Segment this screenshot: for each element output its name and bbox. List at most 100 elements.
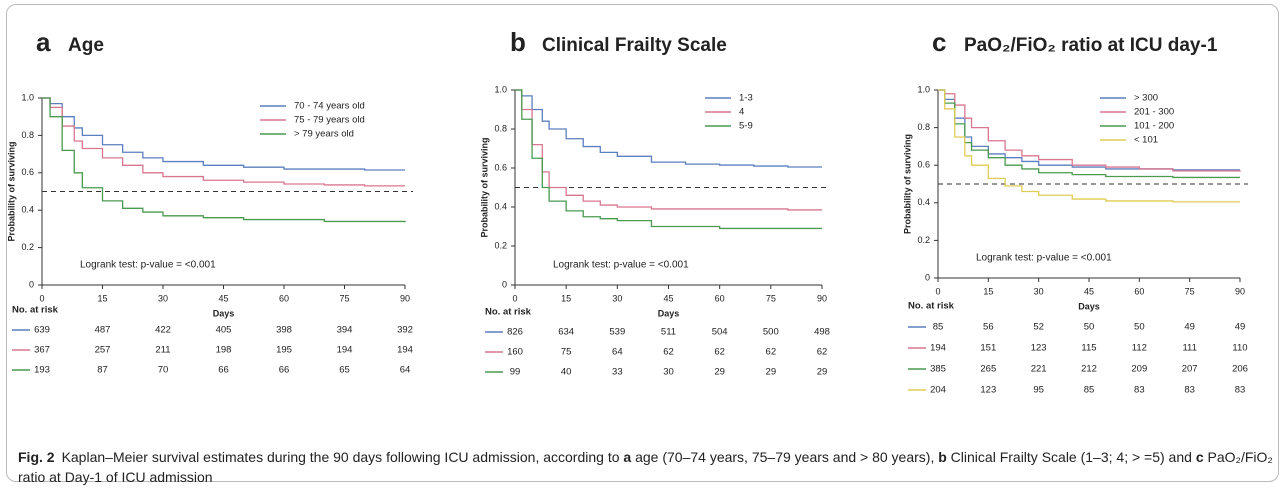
risk-table-title: No. at risk <box>485 307 532 318</box>
risk-count: 539 <box>609 327 625 338</box>
caption-text: age (70–74 years, 75–79 years and > 80 y… <box>631 449 939 465</box>
x-tick-label: 15 <box>983 286 993 296</box>
y-axis-label: Probability of surviving <box>902 134 912 234</box>
y-tick-label: 0.6 <box>917 160 930 170</box>
panel-title: Clinical Frailty Scale <box>542 35 727 56</box>
risk-count: 385 <box>930 364 946 375</box>
survival-curve <box>938 89 1240 171</box>
caption-text: Kaplan–Meier survival estimates during t… <box>61 449 624 465</box>
risk-count: 62 <box>714 347 725 358</box>
x-tick-label: 75 <box>339 293 349 303</box>
risk-count: 198 <box>216 345 232 356</box>
x-axis-label: Days <box>213 308 235 318</box>
risk-count: 487 <box>95 325 111 336</box>
risk-count: 111 <box>1182 343 1196 354</box>
risk-count: 50 <box>1084 322 1095 333</box>
caption-text: PaO₂/FiO₂ ratio at Day-1 of ICU admissio… <box>18 449 1273 485</box>
survival-curve <box>515 89 822 230</box>
y-tick-label: 0.6 <box>494 162 507 172</box>
x-tick-label: 15 <box>561 293 571 303</box>
risk-count: 394 <box>337 325 353 336</box>
risk-count: 52 <box>1033 322 1044 333</box>
legend-label: 75 - 79 years old <box>294 115 365 126</box>
risk-count: 110 <box>1232 343 1247 354</box>
risk-count: 66 <box>218 365 229 376</box>
caption-text: b <box>938 449 947 465</box>
risk-count: 87 <box>97 365 108 376</box>
y-tick-label: 1.0 <box>917 84 930 94</box>
risk-count: 40 <box>561 367 572 378</box>
risk-count: 194 <box>337 345 353 356</box>
survival-curve <box>42 97 405 171</box>
y-tick-label: 0.4 <box>917 197 930 207</box>
x-tick-label: 15 <box>97 293 107 303</box>
y-tick-label: 0.6 <box>21 167 34 177</box>
y-tick-label: 0.8 <box>494 123 507 133</box>
risk-count: 75 <box>561 347 572 358</box>
risk-count: 83 <box>1134 385 1145 396</box>
risk-count: 123 <box>980 385 996 396</box>
risk-count: 265 <box>980 364 996 375</box>
figure-frame <box>6 4 1279 482</box>
risk-count: 62 <box>766 347 777 358</box>
risk-count: 83 <box>1184 385 1195 396</box>
risk-count: 64 <box>400 365 411 376</box>
caption-text: a <box>623 449 632 465</box>
risk-count: 398 <box>276 325 292 336</box>
risk-count: 62 <box>663 347 674 358</box>
panel-letter: b <box>510 27 526 57</box>
risk-count: 211 <box>155 345 170 356</box>
y-axis-label: Probability of surviving <box>6 141 16 241</box>
risk-count: 123 <box>1031 343 1047 354</box>
risk-count: 56 <box>983 322 994 333</box>
y-tick-label: 0.4 <box>494 201 507 211</box>
survival-curve <box>938 89 1241 172</box>
x-axis-label: Days <box>1078 301 1100 311</box>
risk-count: 826 <box>507 327 523 338</box>
caption-text: c <box>1195 449 1204 465</box>
risk-count: 65 <box>339 365 350 376</box>
legend-label: 201 - 300 <box>1134 107 1174 118</box>
risk-count: 422 <box>155 325 171 336</box>
risk-table-title: No. at risk <box>12 305 59 316</box>
risk-count: 207 <box>1182 364 1198 375</box>
y-tick-label: 0 <box>502 279 507 289</box>
survival-curve <box>42 97 406 223</box>
x-tick-label: 75 <box>766 293 776 303</box>
risk-table-title: No. at risk <box>908 301 955 312</box>
annotation: Logrank test: p-value = <0.001 <box>80 260 216 271</box>
x-tick-label: 0 <box>39 293 44 303</box>
risk-count: 212 <box>1081 364 1097 375</box>
risk-count: 151 <box>980 343 996 354</box>
x-tick-label: 45 <box>663 293 673 303</box>
risk-count: 50 <box>1134 322 1145 333</box>
x-tick-label: 60 <box>279 293 289 303</box>
risk-count: 639 <box>34 325 50 336</box>
risk-count: 95 <box>1033 385 1044 396</box>
x-tick-label: 30 <box>158 293 168 303</box>
risk-count: 49 <box>1184 322 1195 333</box>
survival-curve <box>515 89 822 211</box>
survival-curve <box>938 89 1240 179</box>
risk-count: 194 <box>930 343 946 354</box>
risk-count: 62 <box>817 347 828 358</box>
risk-count: 85 <box>933 322 944 333</box>
y-tick-label: 0.2 <box>21 242 34 252</box>
risk-count: 500 <box>763 327 779 338</box>
x-tick-label: 90 <box>1235 286 1245 296</box>
annotation: Logrank test: p-value = <0.001 <box>553 260 689 271</box>
risk-count: 206 <box>1232 364 1248 375</box>
risk-count: 204 <box>930 385 946 396</box>
legend-label: > 300 <box>1134 93 1158 104</box>
y-tick-label: 0.8 <box>21 130 34 140</box>
risk-count: 112 <box>1132 343 1147 354</box>
panel-letter: c <box>932 27 946 57</box>
y-tick-label: 0.2 <box>494 240 507 250</box>
panel-title: PaO₂/FiO₂ ratio at ICU day-1 <box>964 35 1218 56</box>
panel-title: Age <box>68 35 104 56</box>
y-tick-label: 0 <box>925 272 930 282</box>
x-tick-label: 75 <box>1185 286 1195 296</box>
legend-label: 4 <box>739 107 744 118</box>
